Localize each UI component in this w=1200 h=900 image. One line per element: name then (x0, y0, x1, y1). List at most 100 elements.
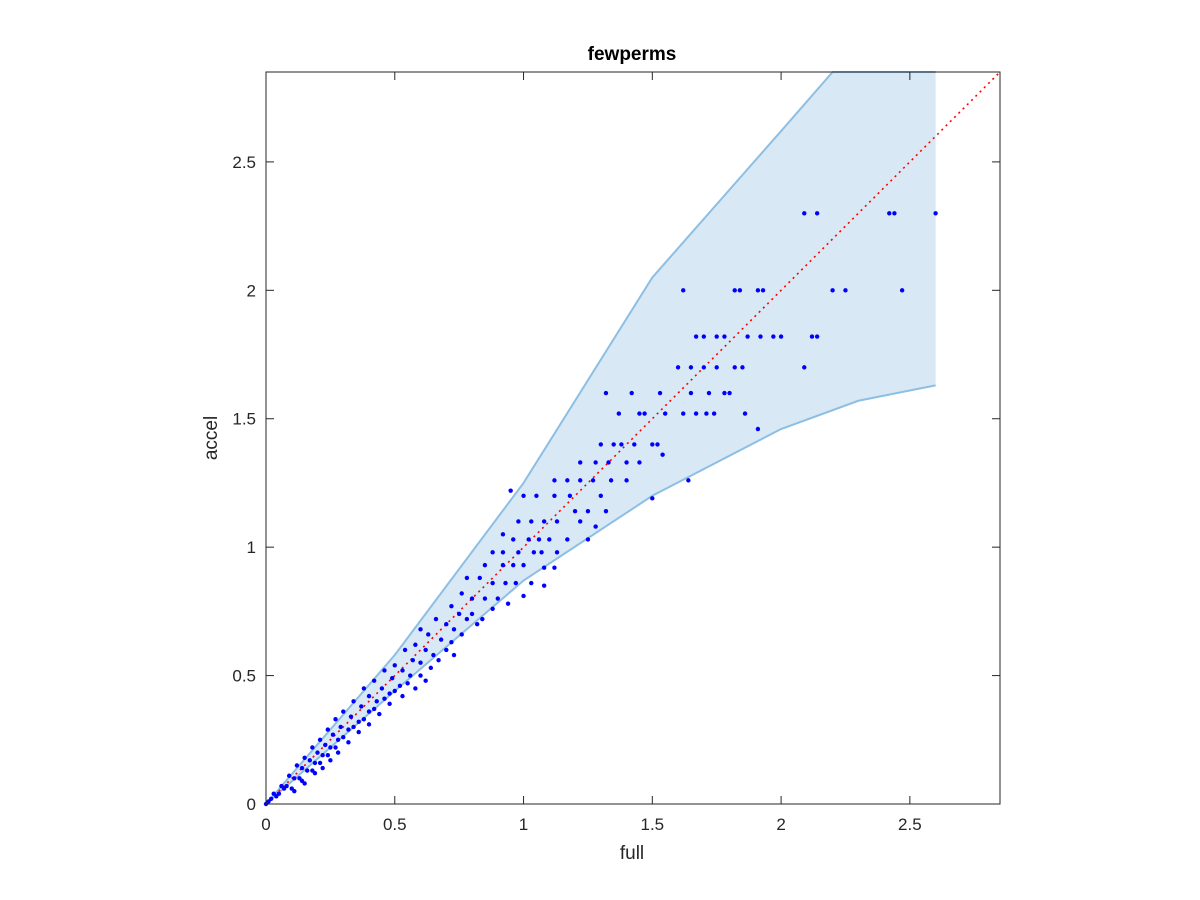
data-point (286, 773, 292, 778)
data-point (341, 709, 346, 714)
data-point (578, 519, 583, 524)
data-point (464, 616, 470, 622)
data-point (310, 745, 315, 750)
data-point (356, 729, 361, 735)
data-point (377, 711, 382, 717)
data-point (660, 452, 665, 457)
data-point (830, 288, 835, 293)
data-point (608, 478, 614, 483)
data-point (436, 657, 441, 663)
data-point (490, 550, 495, 555)
data-point (333, 717, 338, 722)
data-point (650, 496, 655, 501)
data-point (320, 765, 325, 771)
data-point (307, 758, 312, 763)
data-point (578, 478, 583, 483)
data-point (567, 493, 573, 498)
data-point (469, 611, 475, 617)
data-point (444, 622, 449, 627)
data-point (531, 550, 537, 555)
data-point (624, 478, 629, 483)
data-point (760, 288, 766, 293)
data-point (431, 652, 436, 658)
data-point (276, 791, 282, 796)
data-point (346, 740, 351, 745)
data-point (892, 211, 897, 216)
data-point (351, 699, 356, 704)
data-point (598, 493, 604, 498)
data-point (392, 663, 397, 668)
data-point (619, 442, 624, 447)
data-point (361, 686, 367, 691)
data-point (418, 673, 423, 678)
data-point (593, 460, 598, 465)
data-point (529, 519, 534, 524)
data-point (459, 591, 464, 596)
x-tick-label: 0.5 (383, 815, 407, 834)
data-point (755, 288, 761, 293)
data-point (693, 334, 699, 339)
data-point (361, 717, 367, 722)
data-point (480, 616, 485, 622)
data-point (541, 583, 547, 588)
data-point (418, 627, 423, 632)
data-point (778, 334, 784, 339)
data-point (413, 686, 418, 691)
data-point (521, 593, 526, 599)
data-point (341, 735, 346, 740)
data-point (511, 537, 516, 542)
data-point (356, 719, 361, 725)
data-point (456, 611, 462, 617)
data-point (714, 334, 719, 339)
y-tick-label: 2 (247, 281, 256, 300)
data-point (539, 550, 544, 555)
data-point (371, 706, 377, 712)
data-point (802, 211, 807, 216)
data-point (722, 334, 727, 339)
data-point (603, 390, 609, 396)
data-point (408, 673, 413, 678)
data-point (323, 742, 328, 748)
data-point (418, 660, 423, 665)
data-point (727, 390, 732, 396)
data-point (397, 683, 403, 689)
data-point (742, 411, 748, 416)
data-point (400, 693, 405, 699)
data-point (302, 755, 307, 760)
data-point (299, 765, 305, 771)
data-point (482, 596, 488, 601)
data-point (482, 562, 488, 568)
data-point (521, 493, 526, 498)
data-point (474, 622, 480, 627)
data-point (590, 478, 596, 483)
data-point (616, 411, 622, 416)
data-point (328, 758, 333, 763)
data-point (305, 768, 310, 773)
data-point (701, 334, 707, 339)
data-point (629, 390, 634, 396)
data-point (624, 460, 629, 465)
data-point (379, 686, 385, 691)
data-point (693, 411, 699, 416)
data-point (593, 524, 598, 529)
data-point (701, 365, 707, 370)
data-point (603, 509, 609, 514)
data-point (650, 442, 655, 447)
plot-area: 0 0.5 1 1.5 2 2.5 0 0.5 1 1.5 2 2.5 (232, 71, 1001, 834)
data-point (732, 365, 737, 370)
data-point (500, 532, 506, 537)
data-point (335, 750, 341, 755)
data-point (294, 763, 300, 768)
data-point (529, 580, 534, 586)
data-point (338, 724, 343, 730)
data-point (503, 580, 508, 586)
data-point (423, 678, 428, 683)
confidence-band (266, 72, 936, 804)
data-point (328, 745, 333, 750)
y-tick-label: 1.5 (232, 410, 256, 429)
data-point (426, 632, 431, 637)
data-point (632, 442, 637, 447)
x-tick-label: 1.5 (640, 815, 664, 834)
data-point (547, 537, 552, 542)
